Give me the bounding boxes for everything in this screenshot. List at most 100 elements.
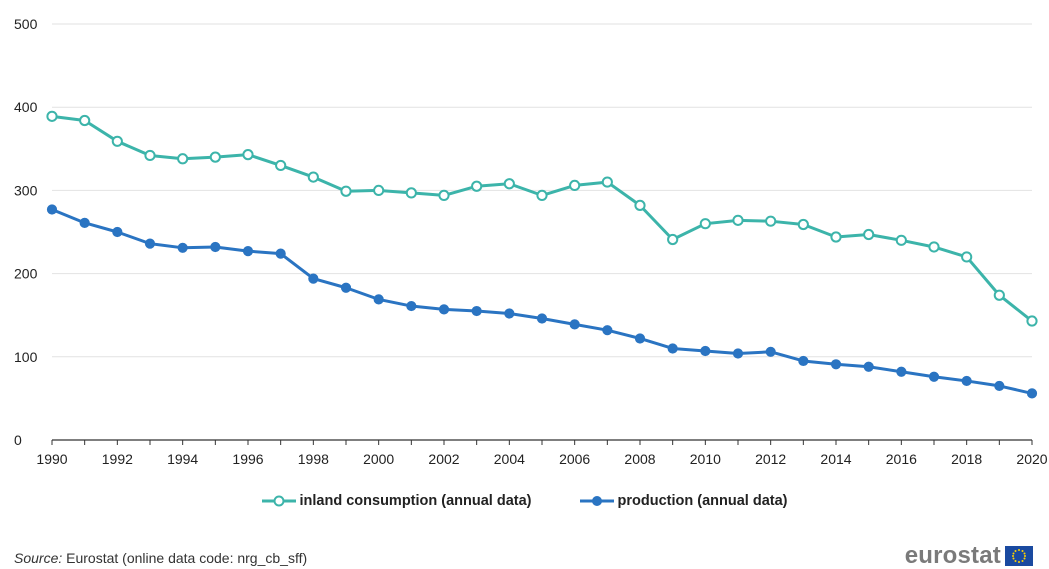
data-point-production[interactable] <box>634 333 646 344</box>
data-point-production[interactable] <box>210 241 221 253</box>
data-point-inland-consumption[interactable] <box>177 153 189 165</box>
data-point-production[interactable] <box>863 361 874 372</box>
data-point-production[interactable] <box>275 248 286 259</box>
data-point-inland-consumption[interactable] <box>438 189 450 201</box>
legend-item-inland-consumption[interactable]: inland consumption (annual data) <box>261 493 532 509</box>
x-tick-label: 2004 <box>494 451 525 467</box>
data-point-production[interactable] <box>700 345 711 357</box>
data-point-production[interactable] <box>438 304 450 315</box>
y-tick-label: 200 <box>14 266 38 282</box>
axes: 0 100 200 300 400 500 1990 1992 1994 1996 1998 2000… <box>14 16 1048 467</box>
source-note: Source: Eurostat (online data code: nrg_… <box>14 550 307 566</box>
data-point-production[interactable] <box>504 308 515 319</box>
data-point-production[interactable] <box>732 348 744 359</box>
data-point-inland-consumption[interactable] <box>1026 315 1038 327</box>
data-point-inland-consumption[interactable] <box>993 289 1005 301</box>
data-point-inland-consumption[interactable] <box>79 114 91 127</box>
x-tick-label: 1996 <box>232 451 263 467</box>
data-point-production[interactable] <box>667 343 678 354</box>
data-point-inland-consumption[interactable] <box>307 171 319 183</box>
data-point-production[interactable] <box>340 282 352 293</box>
data-point-inland-consumption[interactable] <box>667 233 679 246</box>
data-point-inland-consumption[interactable] <box>373 184 385 196</box>
data-point-inland-consumption[interactable] <box>797 218 809 231</box>
data-point-production[interactable] <box>896 366 907 377</box>
data-point-inland-consumption[interactable] <box>111 135 123 147</box>
data-point-production[interactable] <box>242 246 254 257</box>
x-tick-label: 2020 <box>1016 451 1047 467</box>
data-point-inland-consumption[interactable] <box>732 214 744 226</box>
eu-flag-icon <box>1005 546 1033 566</box>
legend-item-production[interactable]: production (annual data) <box>579 493 788 509</box>
y-tick-label: 100 <box>14 349 38 365</box>
y-tick-label: 500 <box>14 16 38 32</box>
series-layer <box>46 110 1038 399</box>
data-point-inland-consumption[interactable] <box>699 218 711 230</box>
data-point-production[interactable] <box>961 375 972 387</box>
data-point-inland-consumption[interactable] <box>340 185 352 197</box>
data-point-production[interactable] <box>928 371 940 382</box>
legend-label-production: production (annual data) <box>617 493 788 509</box>
data-point-production[interactable] <box>308 273 319 284</box>
data-point-inland-consumption[interactable] <box>536 189 548 201</box>
y-tick-label: 400 <box>14 99 38 115</box>
x-tick-label: 2006 <box>559 451 590 467</box>
x-tick-label: 2018 <box>951 451 982 467</box>
x-tick-label: 2008 <box>624 451 655 467</box>
data-point-inland-consumption[interactable] <box>895 234 907 246</box>
data-point-production[interactable] <box>569 319 580 330</box>
y-tick-label: 0 <box>14 432 22 448</box>
data-point-production[interactable] <box>177 242 188 253</box>
legend: inland consumption (annual data) product… <box>0 493 1049 512</box>
data-point-inland-consumption[interactable] <box>765 215 777 227</box>
data-point-inland-consumption[interactable] <box>209 151 221 163</box>
x-tick-label: 2000 <box>363 451 394 467</box>
data-point-production[interactable] <box>765 346 776 357</box>
source-text: Eurostat (online data code: nrg_cb_sff) <box>62 550 308 566</box>
data-point-production[interactable] <box>406 300 417 312</box>
data-point-production[interactable] <box>144 238 156 249</box>
data-point-inland-consumption[interactable] <box>471 180 483 192</box>
data-point-inland-consumption[interactable] <box>405 187 417 199</box>
eurostat-logo: eurostat <box>905 544 1033 568</box>
data-point-inland-consumption[interactable] <box>601 176 613 188</box>
data-point-production[interactable] <box>830 359 842 370</box>
x-tick-label: 2002 <box>428 451 459 467</box>
x-tick-label: 2012 <box>755 451 786 467</box>
x-tick-label: 1990 <box>36 451 67 467</box>
data-point-production[interactable] <box>994 380 1005 392</box>
x-tick-label: 2010 <box>690 451 721 467</box>
data-point-inland-consumption[interactable] <box>863 228 875 241</box>
x-tick-label: 1998 <box>298 451 329 467</box>
data-point-inland-consumption[interactable] <box>830 231 842 243</box>
data-point-inland-consumption[interactable] <box>144 149 156 162</box>
data-point-inland-consumption[interactable] <box>275 159 287 172</box>
data-point-production[interactable] <box>373 294 384 305</box>
legend-marker-production <box>579 496 614 506</box>
brand-text: eurostat <box>904 542 1001 569</box>
source-label: Source: <box>14 550 63 566</box>
x-tick-label: 1992 <box>102 451 133 467</box>
data-point-production[interactable] <box>536 313 548 324</box>
legend-label-inland-consumption: inland consumption (annual data) <box>299 493 532 509</box>
x-tick-label: 2014 <box>820 451 851 467</box>
data-point-inland-consumption[interactable] <box>46 110 58 122</box>
data-point-production[interactable] <box>79 217 90 228</box>
x-tick-label: 1994 <box>167 451 198 467</box>
legend-marker-inland-consumption <box>261 495 296 507</box>
y-tick-label: 300 <box>14 182 38 198</box>
data-point-production[interactable] <box>112 226 123 238</box>
data-point-inland-consumption[interactable] <box>928 241 940 253</box>
data-point-inland-consumption[interactable] <box>961 251 973 263</box>
data-point-production[interactable] <box>46 204 58 215</box>
data-point-inland-consumption[interactable] <box>569 179 581 192</box>
data-point-inland-consumption[interactable] <box>634 199 646 211</box>
data-point-inland-consumption[interactable] <box>242 149 254 161</box>
data-point-production[interactable] <box>798 355 809 367</box>
x-tick-label: 2016 <box>886 451 917 467</box>
data-point-production[interactable] <box>1026 388 1038 399</box>
data-point-inland-consumption[interactable] <box>503 178 515 190</box>
data-point-production[interactable] <box>602 325 613 336</box>
data-point-production[interactable] <box>471 305 482 317</box>
line-chart: 0 100 200 300 400 500 1990 1992 1994 1996 1998 2000… <box>14 16 1048 467</box>
